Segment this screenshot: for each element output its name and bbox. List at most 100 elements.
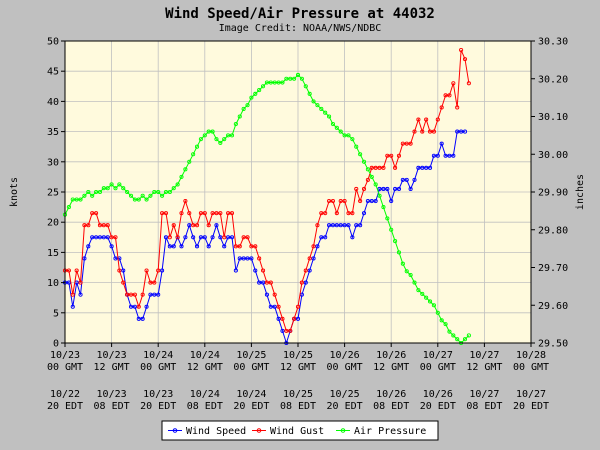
x-tick-label-gmt: 10/26 <box>376 350 406 361</box>
chart-subtitle: Image Credit: NOAA/NWS/NDBC <box>219 23 382 34</box>
legend-label-wind-gust: Wind Gust <box>270 426 324 437</box>
wind-gust-point <box>350 211 355 216</box>
wind-gust-point <box>97 223 102 228</box>
wind-speed-point <box>218 235 223 240</box>
air-pressure-point <box>206 129 211 134</box>
air-pressure-point <box>226 133 231 138</box>
plot-border <box>64 40 532 344</box>
air-pressure-point <box>416 288 421 293</box>
wind-gust-point <box>113 235 118 240</box>
wind-gust-point <box>175 235 180 240</box>
wind-gust-point <box>393 165 398 170</box>
air-pressure-point <box>128 193 134 198</box>
air-pressure-point <box>156 189 161 195</box>
wind-speed-point <box>338 223 343 228</box>
air-pressure-point <box>78 197 83 202</box>
wind-speed-point <box>237 256 242 261</box>
air-pressure-point <box>455 337 460 342</box>
wind-gust-point <box>222 235 227 240</box>
wind-speed-point <box>369 199 374 204</box>
air-pressure-point <box>424 295 429 300</box>
x-tick-label-gmt: 12 GMT <box>280 362 316 373</box>
air-pressure-point <box>334 125 339 130</box>
wind-speed-point <box>109 244 114 249</box>
air-pressure-point <box>342 133 347 138</box>
wind-gust-point <box>319 211 324 216</box>
air-pressure-point <box>105 186 110 191</box>
wind-gust-point <box>233 244 238 249</box>
axes: 0 5 10 15 20 25 30 35 40 45 50 29.50 29.60 29.70 29.80… <box>47 37 568 413</box>
wind-speed-point <box>82 256 87 261</box>
air-pressure-point <box>431 303 436 308</box>
wind-gust-point <box>295 304 301 309</box>
wind-gust-point <box>78 280 83 285</box>
wind-speed-point <box>373 199 378 204</box>
wind-speed-point <box>86 244 91 249</box>
wind-gust-point <box>160 211 165 216</box>
wind-gust-point <box>260 268 266 273</box>
air-pressure-point <box>249 95 254 100</box>
wind-speed-point <box>400 177 405 182</box>
wind-speed-point <box>330 223 336 228</box>
air-pressure-point <box>276 80 281 85</box>
wind-speed-point <box>404 177 409 182</box>
wind-gust-point <box>194 223 200 228</box>
wind-speed-point <box>315 244 320 249</box>
x-tick-label-local: 08 EDT <box>280 401 316 412</box>
x-tick-label-local: 10/22 <box>50 389 80 400</box>
wind-gust-point <box>187 211 192 216</box>
air-pressure-point <box>257 88 262 93</box>
wind-gust-point <box>214 211 219 216</box>
wind-speed-point <box>311 256 316 261</box>
wind-gust-point <box>299 280 304 285</box>
air-pressure-point <box>167 189 172 195</box>
air-pressure-point <box>365 167 370 172</box>
x-tick-label-local: 20 EDT <box>420 401 456 412</box>
wind-gust-point <box>354 186 359 192</box>
x-tick-label-gmt: 10/26 <box>330 350 360 361</box>
y-tick-label-right: 29.80 <box>538 225 568 236</box>
air-pressure-point <box>70 197 75 202</box>
wind-speed-point <box>451 153 456 158</box>
wind-gust-point <box>377 165 382 170</box>
wind-speed-point <box>183 235 188 240</box>
x-tick-label-gmt: 12 GMT <box>373 362 409 373</box>
wind-gust-point <box>148 280 153 285</box>
air-pressure-point <box>439 318 444 323</box>
wind-gust-point <box>198 211 203 216</box>
air-pressure-point <box>385 216 390 221</box>
legend-label-air-pressure: Air Pressure <box>354 426 426 437</box>
wind-gust-point <box>226 211 231 216</box>
wind-speed-point <box>90 235 95 240</box>
air-pressure-point <box>86 189 91 195</box>
wind-gust-point <box>338 199 343 204</box>
wind-speed-point <box>226 235 231 240</box>
wind-gust-point <box>404 141 409 146</box>
air-pressure-point <box>74 197 79 202</box>
wind-speed-point <box>148 292 153 297</box>
y-tick-label-left: 40 <box>47 97 59 108</box>
y-tick-label-left: 25 <box>47 188 59 199</box>
air-pressure-point <box>381 205 386 210</box>
wind-gust-point <box>253 244 258 249</box>
wind-gust-point <box>70 292 75 297</box>
y-tick-label-left: 30 <box>47 157 59 168</box>
air-pressure-point <box>202 133 207 138</box>
wind-gust-point <box>358 199 363 204</box>
wind-speed-point <box>412 177 417 182</box>
air-pressure-point <box>97 189 102 195</box>
y-axis-label-right: inches <box>575 174 586 210</box>
wind-speed-point <box>459 129 464 134</box>
x-tick-label-gmt: 10/25 <box>236 350 266 361</box>
air-pressure-point <box>198 137 203 142</box>
air-pressure-point <box>307 91 312 96</box>
wind-speed-point <box>381 186 386 192</box>
wind-gust-point <box>163 211 169 216</box>
air-pressure-point <box>101 186 106 191</box>
air-pressure-point <box>117 182 122 187</box>
x-tick-label-local: 10/23 <box>143 389 173 400</box>
wind-speed-point <box>455 129 460 134</box>
wind-speed-point <box>233 268 238 273</box>
x-tick-label-gmt: 00 GMT <box>327 362 363 373</box>
air-pressure-point <box>152 189 157 195</box>
